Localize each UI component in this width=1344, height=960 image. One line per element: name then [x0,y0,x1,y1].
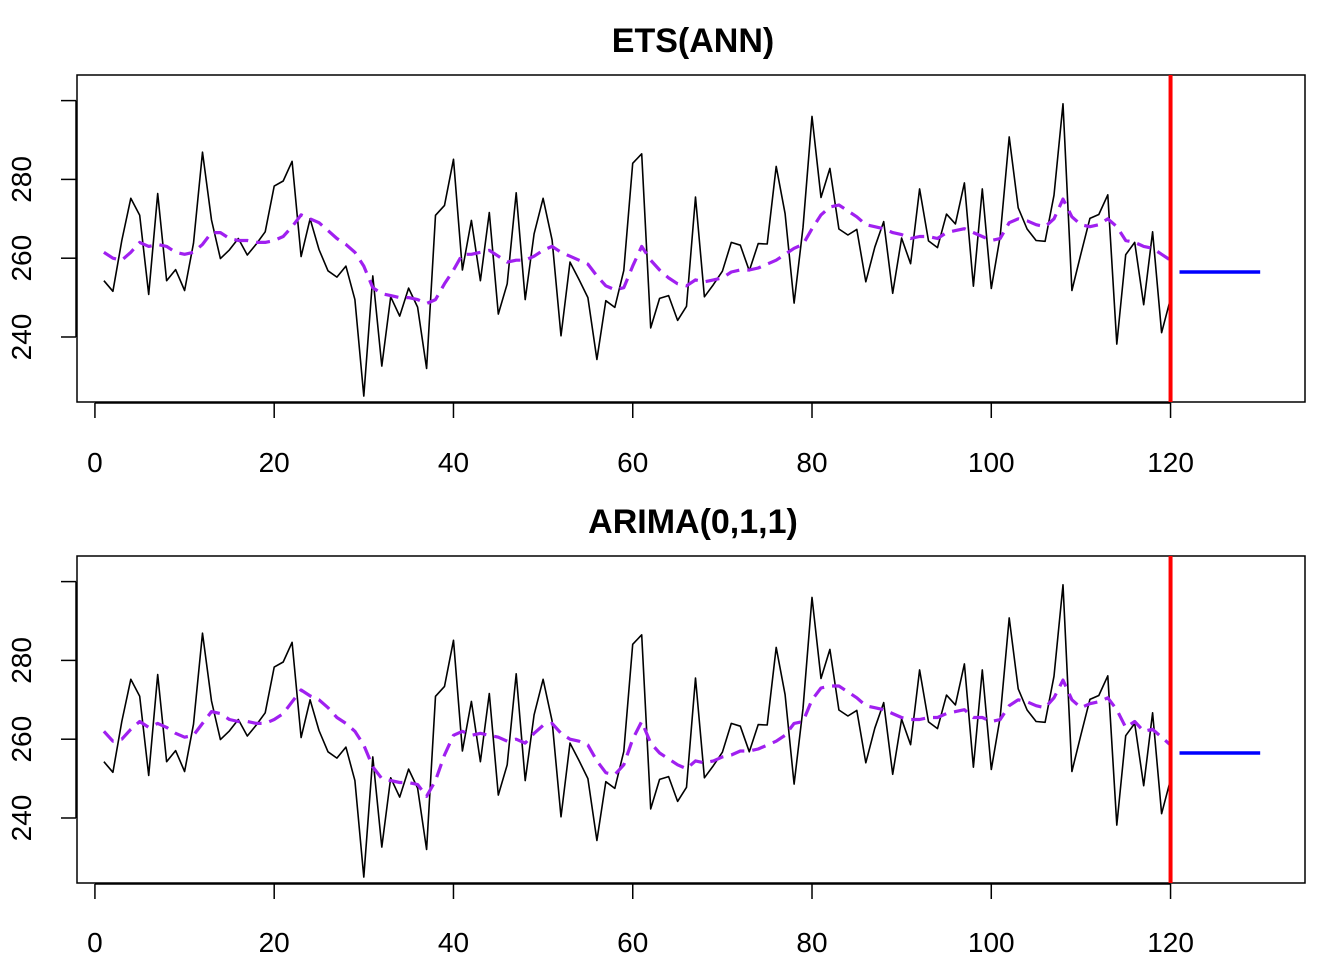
chart-panel-2: ARIMA(0,1,1) 0 20 40 60 80 100 120 240 260 280 [6,503,1306,958]
series-fitted [103,197,1172,306]
x-tick-label: 60 [617,927,648,958]
y-axis: 240 260 280 [6,99,77,361]
series-actuals [103,103,1172,397]
x-tick-label: 100 [968,927,1015,958]
x-tick-label: 100 [968,447,1015,478]
x-tick-label: 20 [259,927,290,958]
x-tick-label: 80 [796,927,827,958]
series-fitted [102,678,1172,798]
x-axis: 0 20 40 60 80 100 120 [87,883,1194,958]
x-tick-label: 0 [87,447,103,478]
plot-frame [76,74,1306,403]
x-tick-label: 80 [796,447,827,478]
chart-title: ETS(ANN) [612,22,774,60]
y-tick-label: 240 [6,795,37,842]
y-tick-label: 260 [6,235,37,282]
plot-frame [76,555,1306,884]
x-tick-label: 40 [438,927,469,958]
chart-panel-1: ETS(ANN) 0 20 40 60 80 100 120 240 260 280 [6,22,1306,478]
x-tick-label: 20 [259,447,290,478]
x-axis: 0 20 40 60 80 100 120 [87,402,1194,478]
x-tick-label: 0 [87,927,103,958]
y-tick-label: 280 [6,156,37,203]
chart-title: ARIMA(0,1,1) [588,503,798,541]
y-axis: 240 260 280 [6,580,77,842]
y-tick-label: 280 [6,637,37,684]
y-tick-label: 240 [6,314,37,361]
y-tick-label: 260 [6,716,37,763]
x-tick-label: 60 [617,447,648,478]
series-actuals [103,583,1172,878]
x-tick-label: 120 [1147,927,1194,958]
x-tick-label: 120 [1147,447,1194,478]
x-tick-label: 40 [438,447,469,478]
